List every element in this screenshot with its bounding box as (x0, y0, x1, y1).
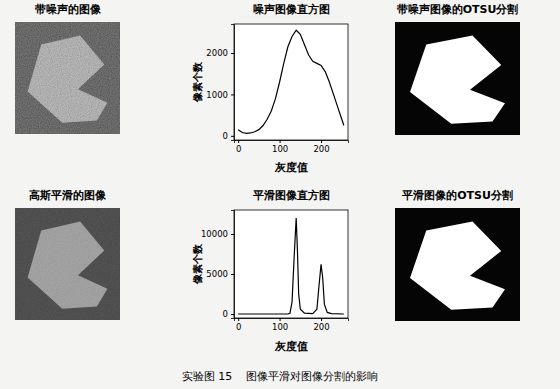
panel-title: 带噪声的图像 (35, 3, 102, 16)
tick-label: 5000 (206, 269, 228, 279)
tick-mark (280, 140, 281, 143)
image-noise (15, 22, 120, 134)
tick-mark (231, 314, 234, 315)
tick: 5000 (206, 269, 234, 279)
tick-mark (231, 136, 234, 137)
tick-label: 100 (272, 322, 288, 332)
axis-line (231, 25, 235, 141)
histogram-line (238, 218, 344, 314)
plot-area (238, 218, 344, 314)
axis-line (235, 319, 349, 322)
tick-label: 100 (272, 144, 288, 154)
image-background (395, 22, 520, 135)
tick: 100 (272, 140, 288, 154)
y-axis-title: 像素个数 (192, 61, 203, 103)
image-background (15, 22, 120, 134)
tick: 0 (223, 309, 234, 319)
tick-label: 1000 (206, 90, 228, 100)
axis-line (231, 211, 235, 319)
plot-frame (234, 210, 348, 318)
tick: 0 (236, 140, 241, 154)
tick-label: 0 (236, 322, 241, 332)
tick-label: 0 (236, 144, 241, 154)
image-panel (395, 22, 520, 135)
image-noise (15, 208, 120, 320)
tick-mark (231, 94, 234, 95)
image-speckle (395, 22, 520, 135)
tick-label: 0 (223, 131, 228, 141)
y-axis: 0 1000 2000 (206, 25, 234, 142)
x-axis: 0 100 200 (235, 318, 349, 332)
tick-mark (238, 318, 239, 321)
tick: 0 (236, 318, 241, 332)
tick-label: 0 (223, 309, 228, 319)
panel-title: 高斯平滑的图像 (29, 189, 107, 202)
y-axis-title: 像素个数 (192, 243, 203, 285)
plot-frame (234, 24, 348, 140)
tick: 200 (313, 140, 329, 154)
y-axis: 0 5000 10000 (201, 211, 235, 320)
tick-mark (321, 140, 322, 143)
plot-area (238, 30, 344, 133)
axis-line (235, 141, 349, 144)
histogram-line (238, 30, 344, 133)
image-panel (15, 22, 120, 134)
tick-mark (231, 53, 234, 54)
tick-mark (280, 318, 281, 321)
tick: 0 (223, 131, 234, 141)
tick-mark (231, 234, 234, 235)
x-axis: 0 100 200 (235, 140, 349, 154)
chart-title: 平滑图像直方图 (252, 189, 330, 202)
caption: 实验图 15 图像平滑对图像分割的影响 (182, 370, 378, 383)
image-panel (395, 208, 520, 321)
panel-title: 带噪声图像的OTSU分割 (397, 3, 519, 16)
x-axis-title: 灰度值 (274, 161, 308, 174)
tick-mark (231, 274, 234, 275)
figure: 带噪声的图像高斯平滑的图像 带噪声图像的OTSU分割平滑图像的OTSU分割 0 100… (0, 0, 560, 389)
image-speckle (395, 22, 520, 135)
tick-label: 200 (313, 144, 329, 154)
tick: 10000 (201, 229, 234, 239)
tick: 2000 (206, 48, 234, 58)
image-panel (15, 208, 120, 320)
tick-label: 200 (313, 322, 329, 332)
tick: 1000 (206, 90, 234, 100)
image-shape (410, 222, 505, 310)
tick-label: 10000 (201, 229, 228, 239)
tick-label: 2000 (206, 48, 228, 58)
panel-title: 平滑图像的OTSU分割 (401, 189, 513, 202)
image-background (15, 208, 120, 320)
tick-mark (321, 318, 322, 321)
tick: 100 (272, 318, 288, 332)
tick: 200 (313, 318, 329, 332)
x-axis-title: 灰度值 (274, 340, 308, 353)
chart-title: 噪声图像直方图 (253, 3, 330, 16)
image-background (395, 208, 520, 321)
tick-mark (238, 140, 239, 143)
